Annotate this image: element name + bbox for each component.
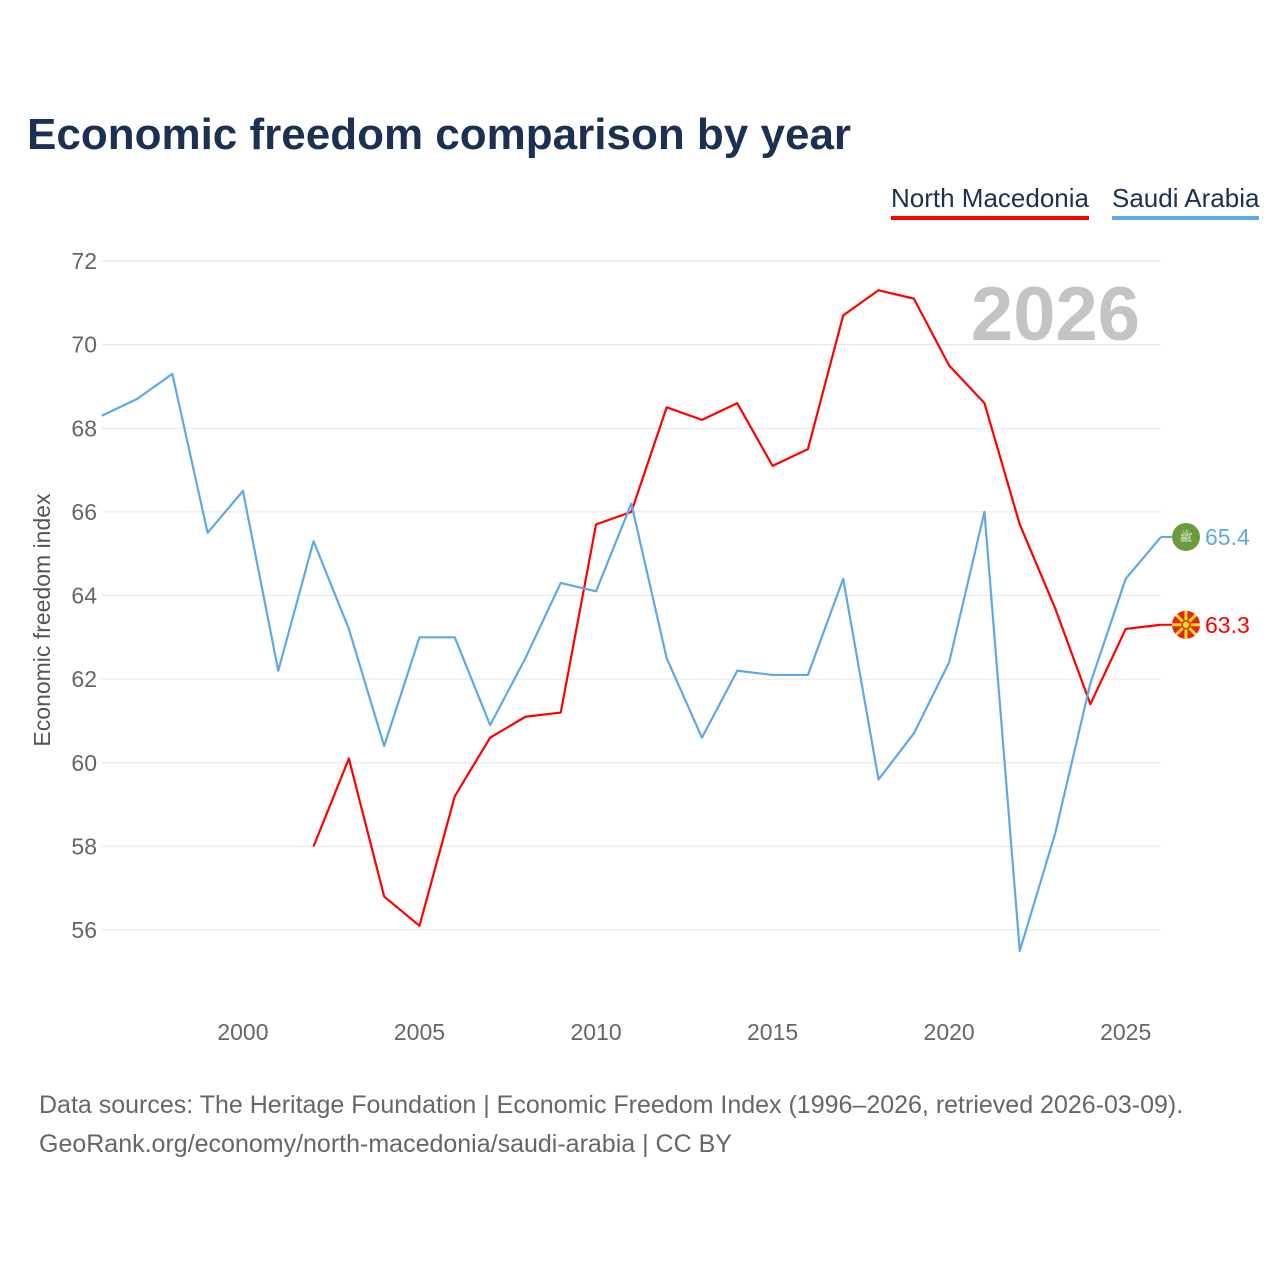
y-tick-label: 70	[71, 332, 97, 358]
x-tick-label: 2005	[394, 1019, 445, 1045]
y-tick-label: 72	[71, 248, 97, 274]
svg-text:ﷺ: ﷺ	[1179, 529, 1192, 544]
y-tick-label: 60	[71, 750, 97, 776]
y-tick-label: 64	[71, 583, 97, 609]
y-tick-label: 58	[71, 833, 97, 859]
legend-saudi-arabia[interactable]: Saudi Arabia	[1112, 183, 1260, 220]
y-tick-label: 66	[71, 499, 97, 525]
end-value-label: 63.3	[1205, 612, 1250, 638]
year-label: 2026	[971, 272, 1140, 357]
source-line-2[interactable]: GeoRank.org/economy/north-macedonia/saud…	[39, 1130, 732, 1158]
source-note: Data sources: The Heritage Foundation | …	[39, 1086, 1183, 1164]
x-tick-label: 2010	[570, 1019, 621, 1045]
y-tick-label: 68	[71, 415, 97, 441]
source-line-1: Data sources: The Heritage Foundation | …	[39, 1091, 1184, 1119]
y-tick-label: 62	[71, 666, 97, 692]
legend-north-macedonia[interactable]: North Macedonia	[891, 183, 1089, 220]
saudi-arabia-flag-icon: ﷺ	[1172, 522, 1200, 551]
north-macedonia-flag-icon	[1172, 610, 1200, 639]
y-axis-label: Economic freedom index	[29, 493, 55, 747]
y-tick-label: 56	[71, 917, 97, 943]
series-line-north-macedonia[interactable]	[312, 289, 1162, 927]
x-tick-label: 2015	[747, 1019, 798, 1045]
end-value-label: 65.4	[1205, 524, 1250, 550]
x-tick-label: 2025	[1100, 1019, 1151, 1045]
x-tick-label: 2020	[924, 1019, 975, 1045]
x-tick-label: 2000	[217, 1019, 268, 1045]
chart-title: Economic freedom comparison by year	[27, 110, 852, 159]
